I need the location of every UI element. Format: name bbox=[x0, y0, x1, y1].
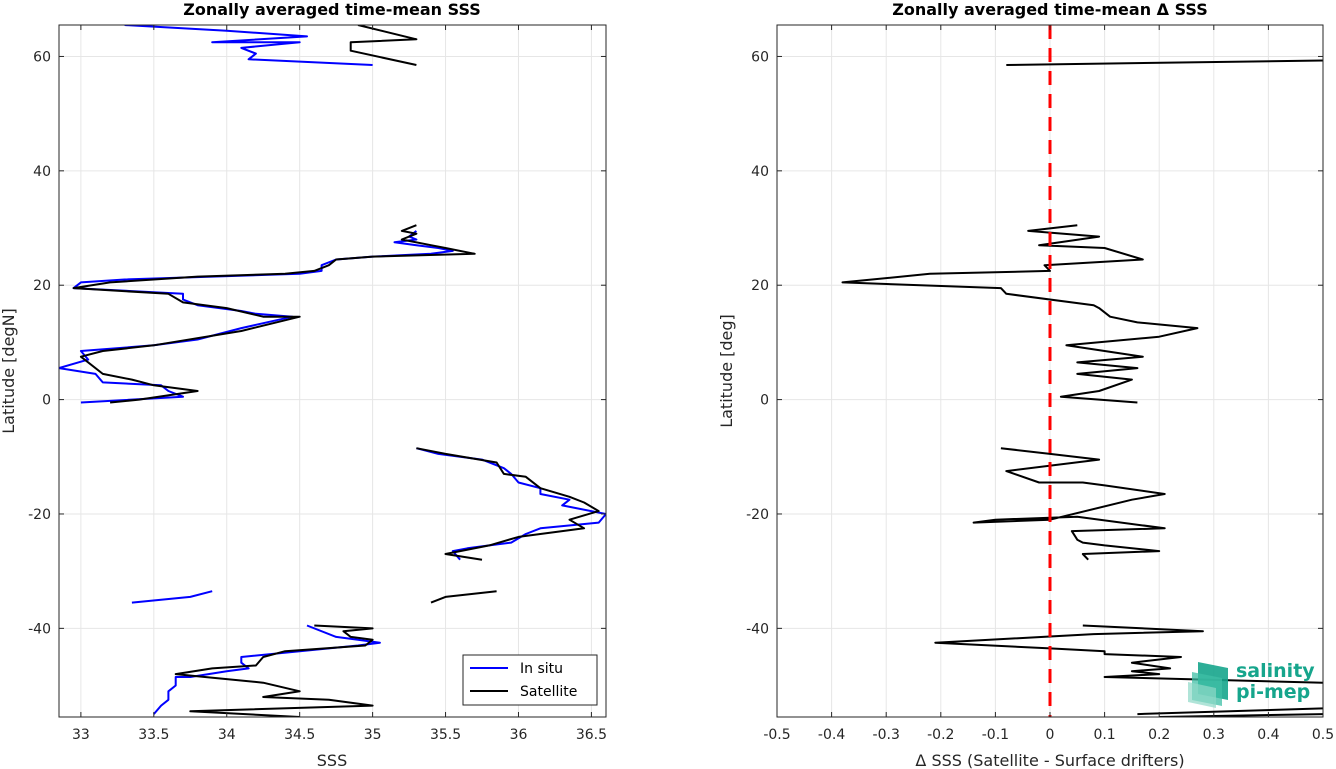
series-line-satellite-segment-3 bbox=[430, 590, 497, 604]
legend-label-satellite: Satellite bbox=[520, 684, 577, 700]
x-tick-label: 0.2 bbox=[1148, 727, 1170, 743]
series-line-satellite-segment-4 bbox=[174, 624, 374, 717]
x-tick-label: -0.5 bbox=[763, 727, 790, 743]
left-panel-sss: 33 33.5 34 34.5 35 35.5 36 36.5 -40 -20 0 20 40 60 Zo… bbox=[0, 0, 607, 769]
x-tick-label: 0.5 bbox=[1312, 727, 1334, 743]
legend-box bbox=[462, 654, 598, 706]
x-tick-label: 0 bbox=[1046, 727, 1055, 743]
series-line-in-situ-segment-1 bbox=[59, 230, 454, 404]
x-tick-label: 0.1 bbox=[1093, 727, 1115, 743]
y-tick-label: 20 bbox=[33, 278, 51, 294]
series-line-in-situ-segment-0 bbox=[124, 25, 373, 66]
right-series-lines bbox=[841, 25, 1323, 717]
y-tick-label: 60 bbox=[33, 49, 51, 65]
x-tick-label: 35 bbox=[364, 727, 382, 743]
x-tick-label: -0.1 bbox=[982, 727, 1009, 743]
x-tick-label: 34 bbox=[218, 727, 236, 743]
legend: In situ Satellite bbox=[462, 654, 598, 706]
right-y-axis-label: Latitude [deg] bbox=[717, 314, 736, 428]
y-tick-label: 0 bbox=[42, 393, 51, 409]
y-tick-label: -40 bbox=[28, 621, 51, 637]
y-tick-label: 20 bbox=[751, 278, 769, 294]
y-tick-label: 40 bbox=[751, 164, 769, 180]
y-tick-label: 40 bbox=[33, 164, 51, 180]
y-tick-label: -40 bbox=[746, 621, 769, 637]
series-line-delta-sss-segment-2 bbox=[972, 447, 1166, 561]
x-tick-label: 33 bbox=[72, 727, 90, 743]
x-tick-label: 33.5 bbox=[138, 727, 169, 743]
salinity-pi-mep-logo: salinity pi-mep bbox=[1188, 660, 1315, 708]
right-ticks: -0.5 -0.4 -0.3 -0.2 -0.1 0 0.1 0.2 0.3 0.4 0.5 -40 -… bbox=[746, 25, 1334, 743]
y-tick-label: 60 bbox=[751, 49, 769, 65]
logo-text-pi-mep: pi-mep bbox=[1236, 681, 1310, 703]
left-y-axis-label: Latitude [degN] bbox=[0, 308, 18, 434]
right-panel-delta-sss: -0.5 -0.4 -0.3 -0.2 -0.1 0 0.1 0.2 0.3 0.4 0.5 -40 -… bbox=[717, 0, 1334, 769]
series-line-satellite-segment-1 bbox=[72, 224, 476, 404]
logo-text-salinity: salinity bbox=[1236, 660, 1315, 682]
left-ticks: 33 33.5 34 34.5 35 35.5 36 36.5 -40 -20 0 20 40 60 bbox=[28, 25, 607, 743]
logo-wave-icon bbox=[1188, 662, 1228, 708]
legend-label-in-situ: In situ bbox=[520, 661, 563, 677]
x-tick-label: 36 bbox=[510, 727, 528, 743]
left-series-lines bbox=[59, 25, 606, 717]
series-line-delta-sss-segment-1 bbox=[841, 224, 1199, 404]
series-line-delta-sss-segment-3 bbox=[934, 624, 1323, 684]
x-tick-label: -0.3 bbox=[873, 727, 900, 743]
x-tick-label: 36.5 bbox=[576, 727, 607, 743]
x-tick-label: 35.5 bbox=[430, 727, 461, 743]
left-x-axis-label: SSS bbox=[317, 751, 347, 769]
series-line-in-situ-segment-3 bbox=[131, 590, 213, 604]
y-tick-label: -20 bbox=[28, 507, 51, 523]
left-axes-background bbox=[59, 25, 606, 717]
left-grid bbox=[59, 25, 606, 717]
x-tick-label: -0.2 bbox=[927, 727, 954, 743]
series-line-satellite-segment-0 bbox=[349, 25, 418, 66]
x-tick-label: -0.4 bbox=[818, 727, 845, 743]
y-tick-label: -20 bbox=[746, 507, 769, 523]
series-line-in-situ-segment-4 bbox=[153, 624, 381, 715]
y-tick-label: 0 bbox=[760, 393, 769, 409]
x-tick-label: 0.3 bbox=[1203, 727, 1225, 743]
right-x-axis-label: Δ SSS (Satellite - Surface drifters) bbox=[915, 751, 1184, 769]
series-line-delta-sss-segment-0 bbox=[1006, 59, 1323, 66]
x-tick-label: 0.4 bbox=[1257, 727, 1279, 743]
x-tick-label: 34.5 bbox=[284, 727, 315, 743]
left-axes-box bbox=[58, 24, 607, 718]
series-line-satellite-segment-2 bbox=[416, 447, 600, 561]
series-line-delta-sss-segment-4 bbox=[1137, 707, 1323, 716]
right-chart-title: Zonally averaged time-mean Δ SSS bbox=[892, 0, 1208, 19]
left-chart-title: Zonally averaged time-mean SSS bbox=[183, 0, 481, 19]
